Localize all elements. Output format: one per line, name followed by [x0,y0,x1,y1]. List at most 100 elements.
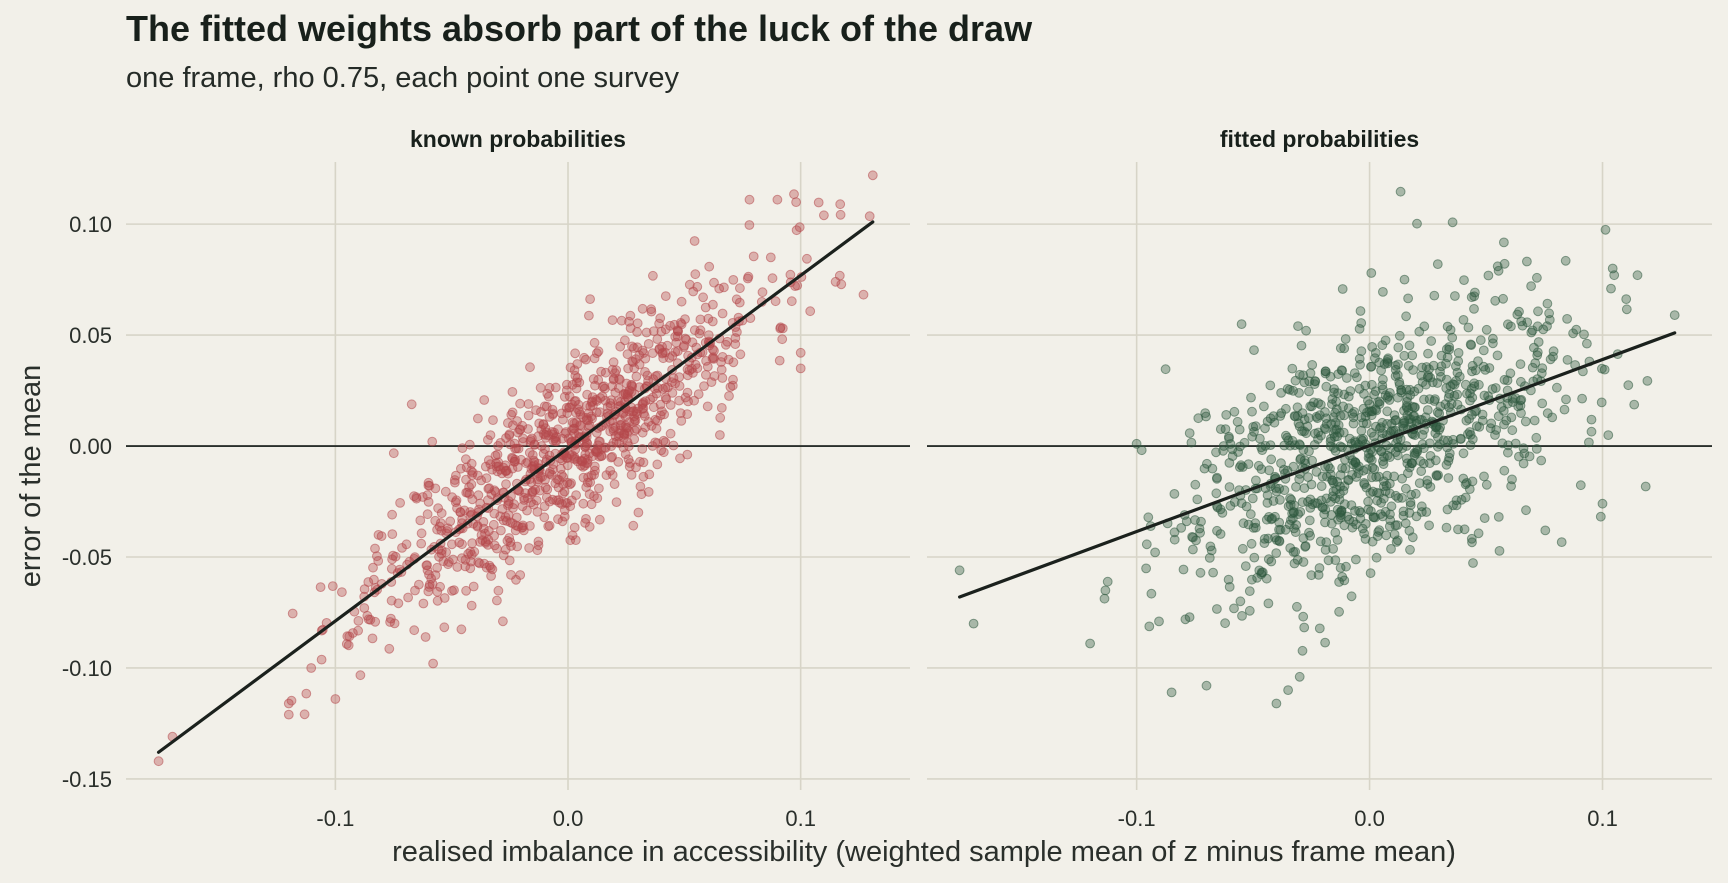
scatter-point [1368,512,1379,523]
scatter-point [1492,350,1503,361]
scatter-point [1575,480,1586,491]
scatter-point [1536,455,1547,466]
scatter-point [1431,422,1442,433]
scatter-point [483,435,493,445]
scatter-point [422,509,433,520]
scatter-point [646,304,656,315]
scatter-point [578,498,589,509]
scatter-point [428,658,439,669]
scatter-point [544,450,555,461]
chart-subtitle: one frame, rho 0.75, each point one surv… [126,62,679,94]
scatter-point [1542,408,1553,419]
scatter-point [1401,483,1411,494]
scatter-point [1311,467,1322,477]
scatter-point [1334,494,1345,505]
scatter-point [1579,329,1589,340]
scatter-point [1597,363,1607,374]
scatter-point [1493,512,1504,522]
scatter-point [1498,293,1508,304]
scatter-point [1332,535,1343,545]
scatter-point [704,261,715,272]
scatter-point [1461,415,1472,426]
scatter-point [547,494,558,505]
scatter-point [1294,369,1305,380]
scatter-point [1338,485,1349,496]
scatter-point [1294,439,1305,450]
scatter-point [1393,342,1404,353]
scatter-point [533,474,544,485]
scatter-point [605,398,616,409]
x-tick-label: 0.0 [553,806,584,831]
scatter-point [1371,552,1382,563]
scatter-point [1383,353,1393,364]
scatter-point [512,541,523,552]
scatter-point [1444,344,1454,355]
y-tick-label: -0.15 [62,767,112,792]
scatter-point [1334,507,1345,518]
scatter-point [1320,517,1330,528]
scatter-point [1464,484,1475,495]
scatter-point [406,399,417,410]
scatter-point [657,348,668,359]
scatter-point [1358,433,1369,444]
scatter-point [385,617,396,627]
scatter-point [716,403,727,413]
scatter-point [1422,475,1433,486]
scatter-point [1344,514,1355,525]
scatter-point [606,441,617,452]
scatter-point [1506,412,1517,423]
scatter-point [301,688,312,699]
scatter-point [652,334,663,345]
scatter-point [1335,343,1346,354]
scatter-point [699,381,709,392]
scatter-point [1449,379,1460,390]
scatter-point [629,411,640,422]
scatter-point [813,197,824,208]
scatter-point [341,639,352,649]
scatter-point [717,308,728,319]
scatter-point [775,322,786,333]
scatter-point [395,498,406,508]
scatter-point [1314,563,1325,573]
scatter-point [565,535,576,546]
scatter-point [1359,479,1370,490]
scatter-point [1224,433,1234,444]
scatter-point [715,412,726,423]
scatter-point [553,482,564,493]
scatter-point [1467,434,1478,445]
scatter-point [1339,343,1350,354]
scatter-point [1417,415,1427,425]
scatter-point [1340,334,1351,344]
scatter-point [625,323,636,334]
scatter-point [772,194,783,205]
scatter-point [1623,380,1634,391]
scatter-point [1339,389,1350,400]
scatter-point [1494,546,1505,556]
scatter-point [464,489,475,499]
scatter-point [1486,418,1497,429]
scatter-point [1532,272,1542,283]
scatter-point [651,423,662,434]
scatter-point [785,269,796,280]
scatter-point [450,497,461,508]
scatter-point [675,453,685,464]
scatter-point [1211,447,1221,458]
scatter-point [724,391,734,401]
scatter-point [1282,384,1293,394]
scatter-point [1389,471,1399,482]
scatter-point [523,410,534,421]
scatter-point [867,170,878,181]
scatter-point [1320,545,1331,555]
scatter-point [367,633,378,644]
scatter-point [835,209,846,220]
scatter-point [1374,423,1385,434]
scatter-point [359,603,370,613]
scatter-point [384,643,395,654]
scatter-point [1455,434,1466,445]
scatter-point [1502,375,1513,386]
scatter-point [495,464,506,475]
scatter-point [573,404,583,415]
scatter-point [570,348,580,359]
scatter-point [1328,544,1338,554]
scatter-point [567,530,578,541]
